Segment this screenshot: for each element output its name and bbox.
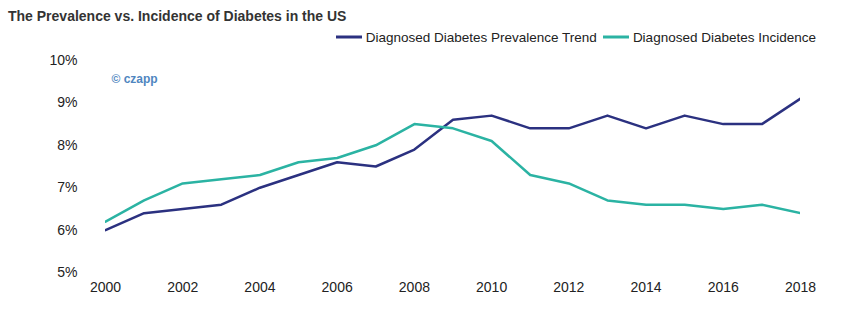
svg-text:2004: 2004 [244,279,275,295]
svg-text:2016: 2016 [708,279,739,295]
svg-text:9%: 9% [57,94,77,110]
svg-text:© czapp: © czapp [112,72,158,86]
svg-text:5%: 5% [57,264,77,280]
svg-text:2006: 2006 [322,279,353,295]
svg-text:10%: 10% [49,52,77,68]
html-text:Diagnosed Diabetes Incidence: Diagnosed Diabetes Incidence [632,29,816,45]
svg-text:2002: 2002 [167,279,198,295]
svg-text:8%: 8% [57,137,77,153]
svg-text:2014: 2014 [630,279,661,295]
svg-text:2008: 2008 [399,279,430,295]
svg-text:2000: 2000 [90,279,121,295]
svg-text:2010: 2010 [476,279,507,295]
svg-text:6%: 6% [57,222,77,238]
svg-text:2012: 2012 [553,279,584,295]
html-text:Diagnosed Diabetes Prevalence: Diagnosed Diabetes Prevalence Trend [365,29,597,45]
html-text:The Prevalence vs. Incidence o: The Prevalence vs. Incidence of Diabetes… [8,8,347,24]
svg-text:7%: 7% [57,179,77,195]
svg-text:2018: 2018 [785,279,816,295]
